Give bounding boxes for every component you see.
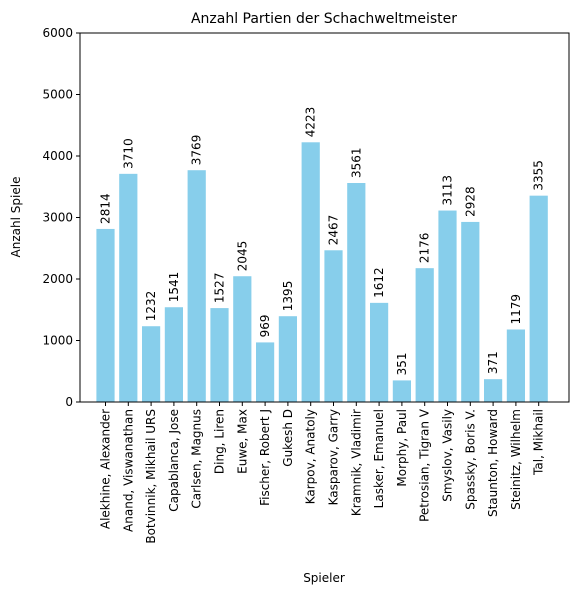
y-tick-label: 5000: [42, 88, 73, 102]
x-tick-label: Gukesh D: [281, 409, 295, 467]
bar: [324, 250, 343, 402]
bar: [415, 268, 434, 402]
bar-value-label: 2467: [327, 215, 341, 246]
bar: [187, 170, 206, 402]
bar: [164, 307, 183, 402]
x-tick-label: Ding, Liren: [213, 409, 227, 474]
x-tick-label: Capablanca, Jose: [167, 409, 181, 512]
x-tick-label: Steinitz, Wilhelm: [509, 409, 523, 510]
x-tick-label: Lasker, Emanuel: [372, 409, 386, 508]
x-axis-label: Spieler: [303, 571, 345, 585]
y-tick-label: 1000: [42, 334, 73, 348]
bar-value-label: 1612: [372, 267, 386, 298]
y-tick-label: 3000: [42, 211, 73, 225]
x-tick-label: Spassky, Boris V.: [463, 409, 477, 510]
bar: [484, 379, 503, 402]
bar-value-label: 3710: [121, 138, 135, 169]
bar-value-label: 2928: [463, 186, 477, 217]
bar: [438, 210, 457, 402]
bar: [142, 326, 161, 402]
bar-value-label: 3113: [441, 175, 455, 206]
bar: [96, 228, 115, 402]
bar: [278, 316, 297, 402]
bar: [461, 221, 480, 402]
bar: [370, 302, 389, 402]
bar-value-label: 1527: [213, 273, 227, 304]
x-tick-label: Fischer, Robert J: [258, 409, 272, 506]
y-tick-label: 2000: [42, 272, 73, 286]
x-axis: Alekhine, Alexander Anand, Viswanathan Bot…: [99, 402, 546, 544]
bar: [119, 173, 138, 402]
chart-title: Anzahl Partien der Schachweltmeister: [191, 11, 457, 27]
bars-group: [96, 142, 548, 403]
x-tick-label: Kramnik, Vladimir: [349, 409, 363, 516]
bar: [301, 142, 320, 403]
bar-value-label: 1232: [144, 291, 158, 322]
bar: [233, 276, 252, 402]
x-tick-label: Karpov, Anatoly: [304, 409, 318, 504]
bar: [347, 183, 366, 402]
x-tick-label: Kasparov, Garry: [327, 409, 341, 505]
x-tick-label: Smyslov, Vasily: [441, 409, 455, 502]
bar-value-label: 1179: [509, 294, 523, 325]
bar-value-label: 969: [258, 315, 272, 338]
x-tick-label: Anand, Viswanathan: [121, 409, 135, 532]
y-tick-label: 0: [65, 395, 73, 409]
bar-value-label: 351: [395, 353, 409, 376]
x-tick-label: Euwe, Max: [235, 409, 249, 474]
x-tick-label: Petrosian, Tigran V: [418, 408, 432, 522]
y-axis: 0 1000 2000 3000 4000 5000 6000: [42, 26, 80, 409]
bar-value-label: 3355: [532, 160, 546, 191]
bar: [392, 380, 411, 402]
x-tick-label: Alekhine, Alexander: [99, 409, 113, 529]
bar-value-label: 2176: [418, 233, 432, 264]
bar-value-label: 1395: [281, 281, 295, 312]
bar: [256, 342, 275, 402]
bar-value-label: 1541: [167, 272, 181, 303]
x-tick-label: Carlsen, Magnus: [190, 409, 204, 509]
x-tick-label: Staunton, Howard: [486, 409, 500, 517]
x-tick-label: Botvinnik, Mikhail URS: [144, 409, 158, 544]
x-tick-label: Tal, Mikhail: [532, 409, 546, 476]
x-tick-label: Morphy, Paul: [395, 409, 409, 487]
y-tick-label: 6000: [42, 26, 73, 40]
bar-value-label: 371: [486, 351, 500, 374]
bar: [506, 329, 525, 402]
bar: [529, 195, 548, 402]
y-axis-label: Anzahl Spiele: [9, 177, 23, 258]
bar-labels-group: 2814 3710 1232 1541 3769 1527 2045 969 1395 4223 2…: [99, 107, 546, 376]
y-tick-label: 4000: [42, 149, 73, 163]
bar-value-label: 2045: [235, 241, 249, 272]
bar: [210, 308, 229, 402]
plot-frame: [79, 32, 570, 403]
bar-value-label: 3561: [349, 147, 363, 178]
bar-value-label: 4223: [304, 107, 318, 138]
bar-value-label: 2814: [99, 193, 113, 224]
bar-value-label: 3769: [190, 135, 204, 166]
